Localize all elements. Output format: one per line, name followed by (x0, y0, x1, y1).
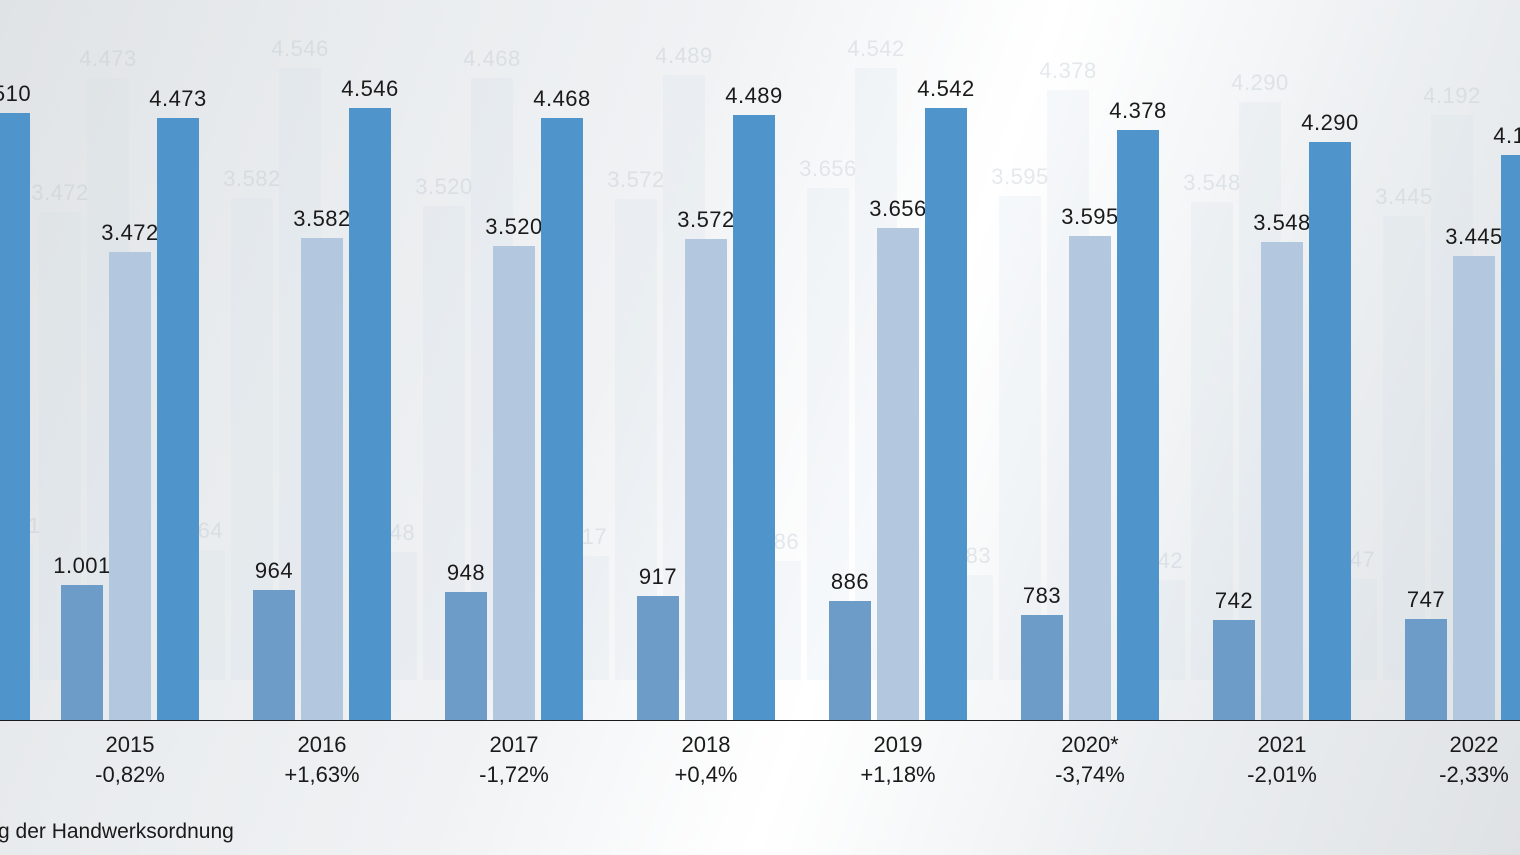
bar-value-label: 747 (1407, 587, 1445, 619)
bar-value-label: 4.192 (1493, 123, 1520, 155)
bar-value-label: 886 (831, 569, 869, 601)
bar-value-label: 3.656 (869, 196, 927, 228)
x-tick-delta: +0,4% (675, 760, 738, 790)
bar (1501, 155, 1520, 720)
bar (1309, 142, 1351, 720)
bar (685, 239, 727, 720)
x-tick-year: 2020* (1055, 730, 1125, 760)
bar-value-label: 742 (1215, 588, 1253, 620)
bar-value-label: 917 (639, 564, 677, 596)
x-tick-year: 2017 (479, 730, 549, 760)
x-tick-year: 2019 (860, 730, 935, 760)
bar (1117, 130, 1159, 720)
bar-value-label: 4.489 (725, 83, 783, 115)
bar-value-label: 3.548 (1253, 210, 1311, 242)
bar-value-label: 3.520 (485, 214, 543, 246)
x-tick-year: 2021 (1247, 730, 1317, 760)
x-tick-delta: -2,01% (1247, 760, 1317, 790)
x-axis (0, 720, 1520, 721)
footnote-text: g der Handwerksordnung (0, 820, 234, 844)
x-tick-delta: +1,18% (860, 760, 935, 790)
bar-value-label: 4.378 (1109, 98, 1167, 130)
bar (1261, 242, 1303, 720)
bar (1069, 236, 1111, 720)
bar-value-label: 3.582 (293, 206, 351, 238)
bar (1021, 615, 1063, 720)
bar (109, 252, 151, 720)
bar (157, 118, 199, 720)
bar (637, 596, 679, 720)
bar (253, 590, 295, 720)
x-tick-delta: -1,72% (479, 760, 549, 790)
x-tick: 2018+0,4% (675, 730, 738, 789)
x-tick: 2019+1,18% (860, 730, 935, 789)
bar (1213, 620, 1255, 720)
bar-value-label: 4.290 (1301, 110, 1359, 142)
bar-chart: 510 1.001 3.472 4.473 2015-0,82% 964 3.582 4.54… (0, 0, 1520, 855)
bar (61, 585, 103, 720)
bar (829, 601, 871, 720)
x-tick: 2022-2,33% (1439, 730, 1509, 789)
x-tick-delta: -3,74% (1055, 760, 1125, 790)
bar-value-label: 1.001 (53, 553, 111, 585)
leading-partial-bar (0, 113, 30, 720)
x-tick-year: 2022 (1439, 730, 1509, 760)
x-tick-year: 2016 (284, 730, 359, 760)
bar (1405, 619, 1447, 720)
x-tick: 2017-1,72% (479, 730, 549, 789)
bar (541, 118, 583, 720)
bar-value-label: 3.572 (677, 207, 735, 239)
x-tick: 2020*-3,74% (1055, 730, 1125, 789)
x-tick-year: 2018 (675, 730, 738, 760)
bar (733, 115, 775, 720)
bar-value-label: 783 (1023, 583, 1061, 615)
bar (445, 592, 487, 720)
bar (877, 228, 919, 720)
x-tick-delta: +1,63% (284, 760, 359, 790)
bar (925, 108, 967, 720)
bar-value-label: 4.473 (149, 86, 207, 118)
x-tick-delta: -0,82% (95, 760, 165, 790)
bar (1453, 256, 1495, 720)
bar-value-label: 3.445 (1445, 224, 1503, 256)
bar (349, 108, 391, 720)
leading-partial-bar-label: 510 (0, 81, 31, 113)
bar-value-label: 3.595 (1061, 204, 1119, 236)
bar-value-label: 4.546 (341, 76, 399, 108)
bar (493, 246, 535, 720)
bar-value-label: 4.542 (917, 76, 975, 108)
bar (301, 238, 343, 720)
x-tick-year: 2015 (95, 730, 165, 760)
x-tick-delta: -2,33% (1439, 760, 1509, 790)
bar-value-label: 3.472 (101, 220, 159, 252)
bar-value-label: 964 (255, 558, 293, 590)
x-tick: 2016+1,63% (284, 730, 359, 789)
x-tick: 2015-0,82% (95, 730, 165, 789)
bar-value-label: 4.468 (533, 86, 591, 118)
bar-value-label: 948 (447, 560, 485, 592)
x-tick: 2021-2,01% (1247, 730, 1317, 789)
